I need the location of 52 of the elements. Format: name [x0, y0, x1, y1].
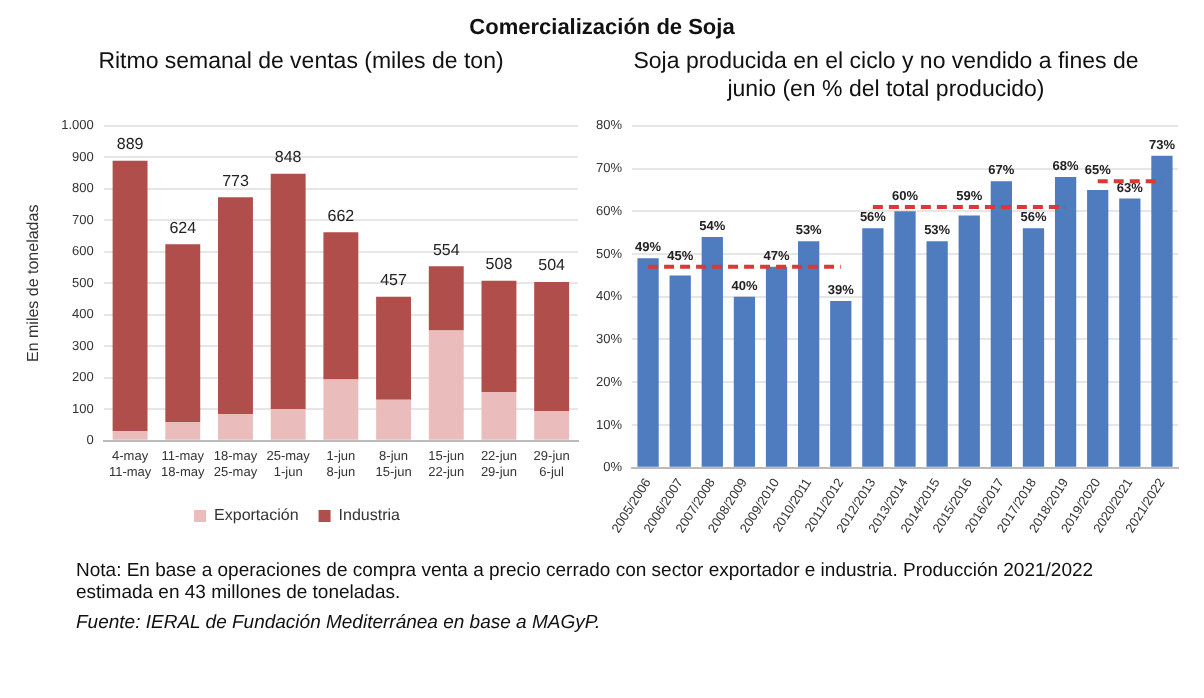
total-label: 848 [274, 148, 303, 167]
bar [765, 266, 788, 467]
total-label: 508 [485, 255, 514, 274]
bar [637, 258, 659, 467]
text: Comercialización de Soja [467, 16, 737, 44]
total-label: 504 [538, 256, 567, 275]
source-note: Fuente: IERAL de Fundación Mediterránea en base a MAGyP. [76, 612, 603, 634]
text: Nota: En base a operaciones de compra venta a precio cerrado con sector exportador e industria. Producción 2021/2022 estimada en 43 millones de toneladas. [76, 560, 1096, 604]
bar [926, 241, 948, 467]
chart-title: Soja producida en el ciclo y no vendido a fines de junio (en % del total producido) [631, 48, 1141, 106]
bar [428, 330, 464, 440]
bar [990, 181, 1012, 467]
bar [798, 241, 820, 467]
total-label: 889 [116, 135, 145, 154]
bar [218, 414, 253, 440]
bar [1087, 189, 1109, 467]
bar [270, 173, 306, 410]
bar [958, 215, 980, 467]
bar [669, 275, 691, 467]
bar [733, 296, 756, 467]
bar [428, 266, 464, 331]
y-axis-title: En miles de toneladas [24, 204, 43, 363]
chart-title: Ritmo semanal de ventas (miles de ton) [96, 48, 506, 78]
bar [1022, 228, 1045, 467]
bar [165, 421, 201, 440]
total-label: 554 [432, 240, 461, 259]
bar [376, 296, 412, 400]
bar [323, 379, 359, 440]
bar [323, 232, 359, 380]
bar [481, 280, 517, 392]
bar [376, 399, 412, 440]
bar [218, 197, 253, 415]
total-label: 457 [380, 271, 408, 290]
total-label: 662 [327, 206, 356, 225]
bar [165, 244, 201, 422]
bar [1054, 177, 1077, 467]
bar [481, 391, 517, 440]
bar [534, 282, 570, 411]
legend-label: Exportación [214, 506, 299, 525]
total-label: 773 [222, 171, 250, 190]
bar [1151, 155, 1173, 467]
bar [112, 160, 148, 432]
bar [534, 410, 570, 440]
bar [862, 228, 884, 467]
bar [1119, 198, 1141, 467]
total-label: 624 [169, 218, 198, 237]
bar [270, 409, 306, 440]
legend-label: Industria [338, 506, 402, 525]
bar [112, 431, 148, 440]
bar [830, 301, 852, 467]
bar [894, 211, 916, 467]
bar [701, 236, 723, 467]
